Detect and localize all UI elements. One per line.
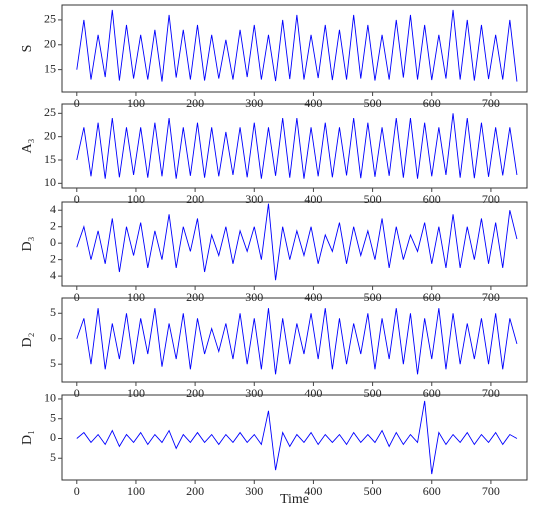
x-tick-label: 100: [127, 290, 145, 304]
y-tick-label: 0: [50, 235, 56, 249]
x-tick-label: 200: [186, 192, 204, 206]
x-tick-label: 100: [127, 96, 145, 110]
x-tick-label: 600: [423, 192, 441, 206]
x-tick-label: 700: [482, 290, 500, 304]
series-line: [76, 9, 518, 82]
y-tick-label: 10: [44, 391, 56, 405]
y-tick-label: 5: [50, 450, 56, 464]
x-tick-label: 400: [304, 192, 322, 206]
plot-frame: [61, 201, 528, 287]
x-tick-label: 200: [186, 290, 204, 304]
y-axis-label: A₃: [20, 138, 35, 153]
x-tick-label: 400: [304, 290, 322, 304]
y-tick-label: 4: [50, 202, 56, 216]
y-tick-label: 2: [50, 251, 56, 265]
x-tick-label: 400: [304, 386, 322, 400]
x-tick-label: 300: [245, 96, 263, 110]
y-tick-label: 5: [50, 356, 56, 370]
plot-frame: [61, 297, 528, 383]
x-tick-label: 700: [482, 484, 500, 498]
series-line: [76, 113, 518, 179]
x-tick-label: 400: [304, 484, 322, 498]
plot-frame: [61, 103, 528, 189]
y-axis-label: D₂: [20, 332, 35, 347]
plot-frame: [61, 394, 528, 481]
x-tick-label: 0: [74, 386, 80, 400]
x-tick-label: 400: [304, 96, 322, 110]
y-tick-label: 2: [50, 218, 56, 232]
x-tick-label: 0: [74, 290, 80, 304]
x-tick-label: 0: [74, 484, 80, 498]
x-tick-label: 500: [364, 386, 382, 400]
x-tick-label: 300: [245, 192, 263, 206]
x-tick-label: 300: [245, 386, 263, 400]
x-tick-label: 600: [423, 484, 441, 498]
x-tick-label: 200: [186, 96, 204, 110]
x-tick-label: 100: [127, 386, 145, 400]
x-tick-label: 700: [482, 386, 500, 400]
x-tick-label: 200: [186, 386, 204, 400]
y-tick-label: 10: [44, 175, 56, 189]
y-tick-label: 4: [50, 268, 56, 282]
x-tick-label: 500: [364, 290, 382, 304]
y-tick-label: 15: [44, 61, 56, 75]
y-tick-label: 0: [50, 330, 56, 344]
y-tick-label: 15: [44, 152, 56, 166]
x-tick-label: 300: [245, 290, 263, 304]
x-tick-label: 700: [482, 96, 500, 110]
x-tick-label: 700: [482, 192, 500, 206]
x-axis-label: Time: [280, 492, 309, 507]
x-tick-label: 500: [364, 192, 382, 206]
x-tick-label: 0: [74, 192, 80, 206]
plot-frame: [61, 4, 528, 93]
y-axis-label: D₁: [20, 430, 35, 445]
x-tick-label: 500: [364, 484, 382, 498]
x-tick-label: 600: [423, 96, 441, 110]
y-tick-label: 20: [44, 128, 56, 142]
x-tick-label: 600: [423, 290, 441, 304]
x-tick-label: 0: [74, 96, 80, 110]
y-tick-label: 5: [50, 410, 56, 424]
x-tick-label: 500: [364, 96, 382, 110]
series-line: [76, 400, 518, 475]
y-axis-label: S: [20, 45, 35, 53]
series-line: [76, 308, 518, 375]
y-tick-label: 25: [44, 12, 56, 26]
y-tick-label: 25: [44, 105, 56, 119]
series-line: [76, 203, 518, 281]
x-tick-label: 300: [245, 484, 263, 498]
x-tick-label: 100: [127, 484, 145, 498]
y-tick-label: 20: [44, 37, 56, 51]
x-tick-label: 600: [423, 386, 441, 400]
y-tick-label: 5: [50, 305, 56, 319]
x-tick-label: 100: [127, 192, 145, 206]
x-tick-label: 200: [186, 484, 204, 498]
y-tick-label: 0: [50, 430, 56, 444]
y-axis-label: D₃: [20, 236, 35, 251]
